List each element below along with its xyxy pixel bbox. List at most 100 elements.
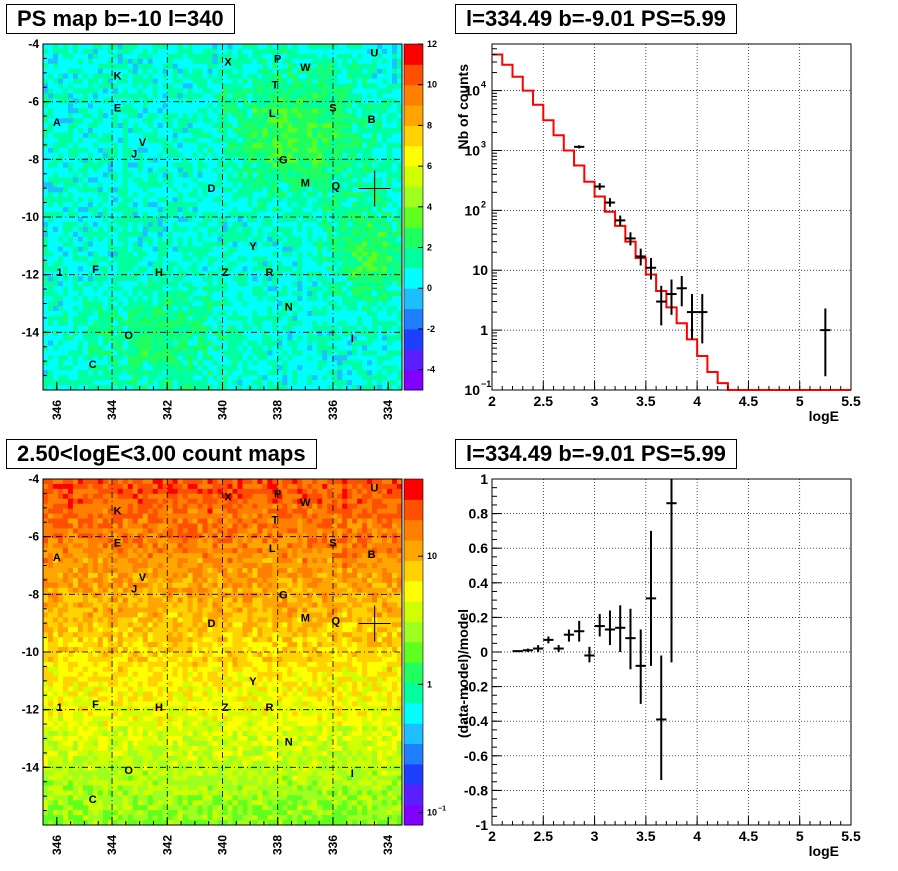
map-cell — [152, 58, 159, 65]
map-cell — [257, 192, 263, 198]
map-cell — [97, 360, 104, 366]
map-cell — [167, 98, 174, 104]
map-cell — [137, 103, 144, 109]
map-cell — [342, 103, 348, 109]
map-cell — [67, 167, 74, 173]
map-cell — [242, 281, 248, 287]
map-cell — [222, 291, 228, 297]
map-cell — [97, 58, 104, 65]
map-cell — [77, 162, 84, 168]
map-cell — [257, 88, 263, 94]
map-cell — [312, 221, 318, 228]
map-cell — [172, 335, 179, 341]
map-cell — [317, 360, 323, 366]
map-cell — [312, 236, 318, 243]
map-cell — [287, 296, 293, 302]
map-cell — [292, 310, 298, 317]
map-cell — [242, 132, 248, 139]
map-cell — [62, 291, 69, 297]
map-cell — [297, 276, 303, 282]
map-cell — [267, 142, 273, 149]
map-cell — [292, 330, 298, 337]
map-cell — [167, 375, 174, 381]
map-cell — [392, 231, 398, 238]
map-cell — [332, 113, 338, 119]
map-cell — [287, 48, 293, 55]
map-cell — [147, 68, 154, 75]
map-cell — [357, 172, 363, 178]
map-cell — [212, 246, 218, 252]
map-cell — [237, 108, 243, 114]
map-cell — [82, 118, 89, 124]
map-cell — [287, 147, 293, 154]
map-cell — [327, 137, 333, 144]
map-cell — [217, 142, 223, 149]
map-cell — [207, 108, 213, 114]
map-cell — [297, 187, 303, 193]
map-cell — [252, 202, 258, 208]
map-cell — [277, 93, 283, 99]
map-cell — [57, 103, 64, 109]
map-cell — [57, 177, 64, 183]
map-cell — [317, 212, 323, 218]
map-cell — [177, 291, 184, 297]
map-cell — [172, 207, 179, 213]
map-cell — [97, 325, 104, 332]
map-cell — [242, 301, 248, 307]
map-cell — [132, 142, 139, 149]
map-cell — [252, 261, 258, 267]
map-cell — [347, 207, 353, 213]
map-cell — [77, 231, 84, 238]
map-cell — [292, 128, 298, 134]
map-cell — [377, 162, 383, 168]
map-cell — [92, 48, 99, 55]
map-cell — [282, 301, 288, 307]
map-cell — [237, 355, 243, 361]
map-cell — [347, 93, 353, 99]
map-cell — [272, 142, 278, 149]
map-cell — [182, 202, 188, 208]
map-cell — [62, 236, 69, 243]
map-cell — [242, 197, 248, 203]
map-cell — [162, 330, 169, 337]
map-cell — [43, 256, 49, 262]
map-cell — [117, 217, 124, 223]
map-cell — [47, 44, 54, 50]
map-cell — [342, 310, 348, 317]
map-cell — [202, 360, 208, 366]
map-cell — [62, 207, 69, 213]
map-cell — [142, 103, 149, 109]
map-cell — [162, 340, 169, 346]
map-cell — [312, 226, 318, 233]
map-cell — [67, 128, 74, 134]
map-cell — [282, 325, 288, 332]
map-cell — [162, 98, 169, 104]
map-cell — [112, 78, 119, 84]
map-cell — [292, 202, 298, 208]
map-cell — [312, 113, 318, 119]
map-cell — [257, 261, 263, 267]
map-cell — [277, 370, 283, 376]
map-cell — [212, 236, 218, 243]
map-cell — [217, 53, 223, 60]
map-cell — [132, 167, 139, 173]
map-cell — [317, 128, 323, 134]
map-cell — [367, 345, 373, 351]
map-cell — [322, 147, 328, 154]
map-cell — [282, 286, 288, 292]
map-cell — [342, 212, 348, 218]
map-cell — [217, 167, 223, 173]
map-cell — [252, 108, 258, 114]
map-cell — [242, 108, 248, 114]
map-cell — [372, 310, 378, 317]
map-cell — [282, 345, 288, 351]
map-cell — [142, 83, 149, 89]
map-cell — [152, 301, 159, 307]
map-cell — [227, 355, 233, 361]
map-cell — [82, 380, 89, 386]
map-cell — [62, 217, 69, 223]
map-cell — [227, 83, 233, 89]
map-cell — [132, 73, 139, 79]
map-cell — [117, 286, 124, 292]
map-cell — [137, 98, 144, 104]
